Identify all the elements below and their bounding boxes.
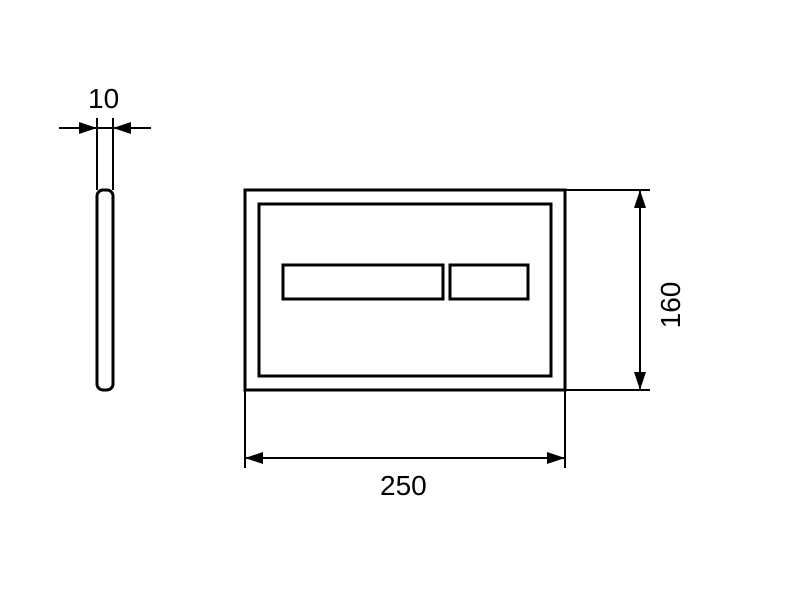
dim-height-label: 160: [655, 282, 686, 329]
dim-depth-label: 10: [88, 83, 119, 114]
dim-width-label: 250: [380, 470, 427, 501]
